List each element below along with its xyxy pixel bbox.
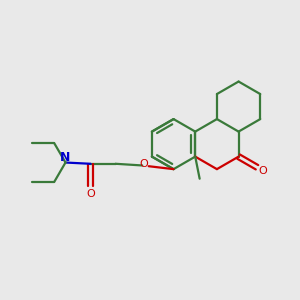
Text: O: O [86, 189, 95, 199]
Text: N: N [60, 151, 70, 164]
Text: O: O [258, 166, 267, 176]
Text: O: O [139, 159, 148, 169]
